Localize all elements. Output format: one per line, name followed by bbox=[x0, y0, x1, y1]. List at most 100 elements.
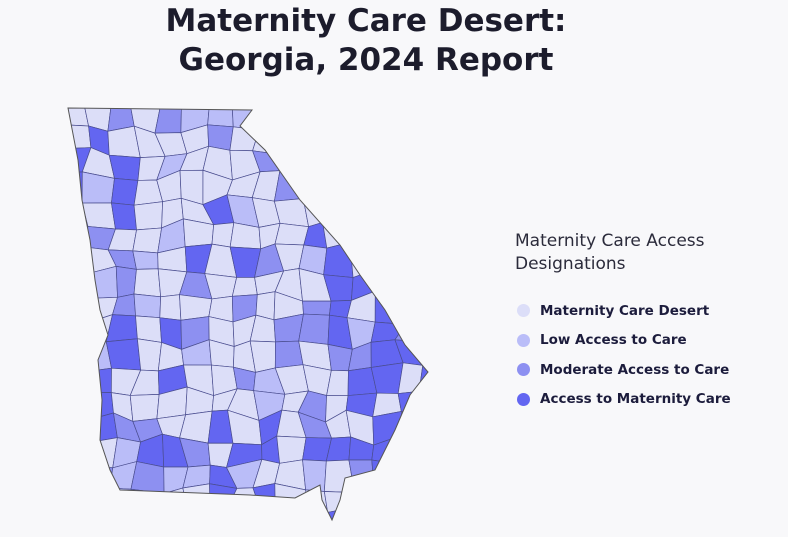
county bbox=[322, 221, 352, 249]
county bbox=[206, 508, 234, 520]
county bbox=[159, 294, 182, 321]
county bbox=[111, 202, 137, 231]
county bbox=[370, 362, 404, 394]
county bbox=[130, 488, 165, 519]
county bbox=[370, 169, 403, 206]
county bbox=[400, 410, 423, 439]
county bbox=[429, 243, 452, 274]
county bbox=[349, 219, 379, 252]
county bbox=[111, 177, 139, 206]
county bbox=[300, 173, 329, 206]
county bbox=[397, 242, 428, 274]
county bbox=[322, 198, 353, 231]
county bbox=[421, 437, 428, 461]
legend: Maternity Care Access Designations Mater… bbox=[515, 230, 745, 414]
county bbox=[395, 169, 428, 203]
county bbox=[321, 149, 354, 175]
county bbox=[420, 415, 428, 447]
county bbox=[207, 108, 234, 128]
county bbox=[133, 268, 162, 298]
legend-label: Moderate Access to Care bbox=[540, 361, 730, 378]
county bbox=[132, 227, 163, 254]
county bbox=[396, 458, 428, 492]
county bbox=[299, 108, 334, 128]
county bbox=[68, 222, 89, 249]
county bbox=[381, 108, 400, 129]
county bbox=[252, 507, 279, 520]
county bbox=[68, 366, 87, 393]
legend-items: Maternity Care Desert Low Access to Care M… bbox=[515, 296, 745, 414]
county bbox=[68, 460, 87, 490]
county bbox=[68, 505, 95, 520]
legend-item: Access to Maternity Care bbox=[515, 385, 745, 415]
county bbox=[305, 512, 329, 520]
county bbox=[372, 267, 406, 295]
county bbox=[229, 222, 262, 250]
county bbox=[179, 294, 213, 321]
county bbox=[83, 265, 118, 299]
county bbox=[327, 343, 353, 372]
title-line: Georgia, 2024 Report bbox=[178, 42, 554, 78]
county bbox=[86, 505, 114, 520]
county bbox=[322, 173, 353, 206]
county bbox=[275, 515, 309, 520]
county bbox=[395, 505, 427, 520]
county bbox=[115, 265, 137, 298]
county bbox=[419, 292, 428, 327]
county bbox=[231, 108, 260, 131]
county bbox=[404, 292, 422, 326]
legend-label: Maternity Care Desert bbox=[540, 302, 710, 319]
county bbox=[422, 126, 428, 156]
county bbox=[424, 151, 428, 172]
legend-title: Maternity Care Access Designations bbox=[515, 231, 705, 274]
county bbox=[257, 108, 282, 131]
county bbox=[321, 108, 355, 131]
county bbox=[68, 440, 91, 467]
county bbox=[421, 458, 428, 493]
county bbox=[348, 150, 381, 174]
county bbox=[370, 156, 400, 173]
county bbox=[274, 340, 304, 369]
county bbox=[419, 313, 428, 343]
county bbox=[394, 313, 421, 343]
county bbox=[353, 489, 380, 509]
county bbox=[68, 296, 93, 327]
county bbox=[178, 508, 211, 520]
legend-item: Moderate Access to Care bbox=[515, 355, 745, 385]
county bbox=[275, 122, 304, 158]
county bbox=[398, 127, 426, 157]
county bbox=[273, 198, 310, 228]
georgia-map bbox=[67, 107, 452, 522]
county bbox=[133, 201, 163, 231]
counties bbox=[68, 108, 452, 520]
county bbox=[351, 198, 379, 231]
county bbox=[156, 506, 188, 520]
legend-label: Low Access to Care bbox=[540, 332, 687, 349]
county bbox=[68, 483, 95, 515]
county bbox=[276, 435, 307, 464]
county bbox=[108, 154, 141, 181]
county bbox=[226, 507, 261, 520]
county bbox=[81, 367, 112, 393]
legend-item: Low Access to Care bbox=[515, 326, 745, 356]
county bbox=[279, 154, 302, 177]
county bbox=[106, 513, 143, 520]
county bbox=[68, 246, 84, 276]
county bbox=[378, 507, 400, 520]
county bbox=[132, 250, 159, 270]
county bbox=[401, 199, 428, 225]
county bbox=[425, 170, 428, 207]
legend-swatch bbox=[517, 392, 530, 406]
county bbox=[424, 505, 428, 520]
county bbox=[323, 241, 354, 278]
county bbox=[370, 125, 400, 159]
county bbox=[106, 487, 143, 519]
county bbox=[231, 277, 258, 297]
county bbox=[68, 320, 93, 350]
county bbox=[419, 341, 428, 368]
county bbox=[396, 433, 423, 465]
county bbox=[130, 461, 165, 494]
county bbox=[349, 241, 374, 279]
county bbox=[68, 108, 89, 127]
county bbox=[321, 126, 355, 152]
